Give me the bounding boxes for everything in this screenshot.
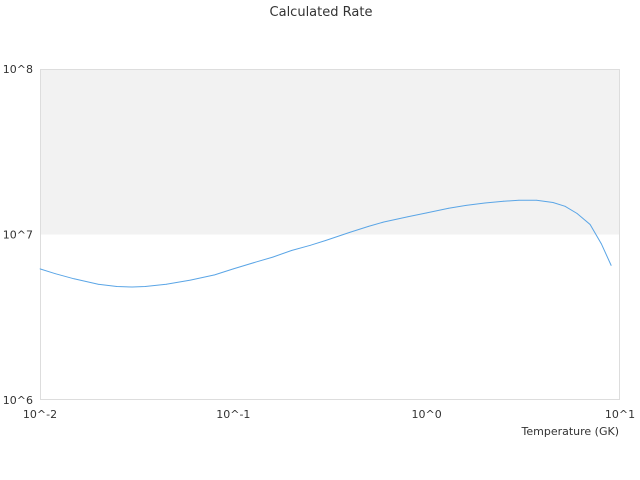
y-tick-labels: 10^6 10^7 10^8 — [3, 63, 33, 407]
data-point — [254, 261, 256, 263]
data-point — [426, 212, 428, 214]
data-point — [39, 268, 41, 270]
y-tick-label: 10^6 — [3, 394, 33, 407]
data-point — [309, 244, 311, 246]
y-tick-label: 10^8 — [3, 63, 33, 76]
x-tick-labels: 10^-2 10^-1 10^0 10^1 — [23, 408, 635, 421]
x-tick-label: 10^1 — [605, 408, 635, 421]
data-point — [190, 279, 191, 281]
data-point — [54, 273, 56, 275]
y-tick-label: 10^7 — [3, 229, 33, 242]
data-point — [503, 200, 505, 202]
data-point — [448, 207, 450, 209]
data-point — [564, 205, 566, 207]
x-axis-label: Temperature (GK) — [521, 425, 620, 438]
data-point — [73, 278, 75, 280]
data-point — [325, 240, 326, 241]
x-tick-label: 10^-2 — [23, 408, 57, 421]
data-point — [610, 265, 612, 266]
series-points — [39, 199, 612, 288]
data-point — [131, 286, 133, 288]
data-point — [465, 204, 467, 206]
data-point — [536, 199, 537, 201]
x-tick-label: 10^-1 — [216, 408, 250, 421]
data-point — [600, 243, 602, 245]
data-point — [232, 268, 234, 270]
data-point — [349, 231, 351, 233]
data-point — [97, 283, 99, 285]
data-point — [407, 216, 409, 218]
data-point — [552, 202, 554, 203]
x-tick-label: 10^0 — [412, 408, 442, 421]
data-point — [484, 202, 486, 204]
data-point — [368, 225, 369, 227]
shaded-band — [40, 69, 620, 235]
data-point — [383, 221, 385, 223]
chart-title: Calculated Rate — [270, 5, 373, 20]
data-point — [589, 224, 591, 225]
data-point — [214, 274, 215, 276]
data-point — [144, 286, 146, 287]
data-point — [165, 283, 167, 285]
data-point — [272, 256, 274, 258]
data-point — [291, 250, 292, 251]
data-point — [116, 286, 118, 287]
plot-area-border — [40, 69, 620, 400]
data-point — [518, 199, 520, 201]
data-point — [576, 213, 578, 214]
